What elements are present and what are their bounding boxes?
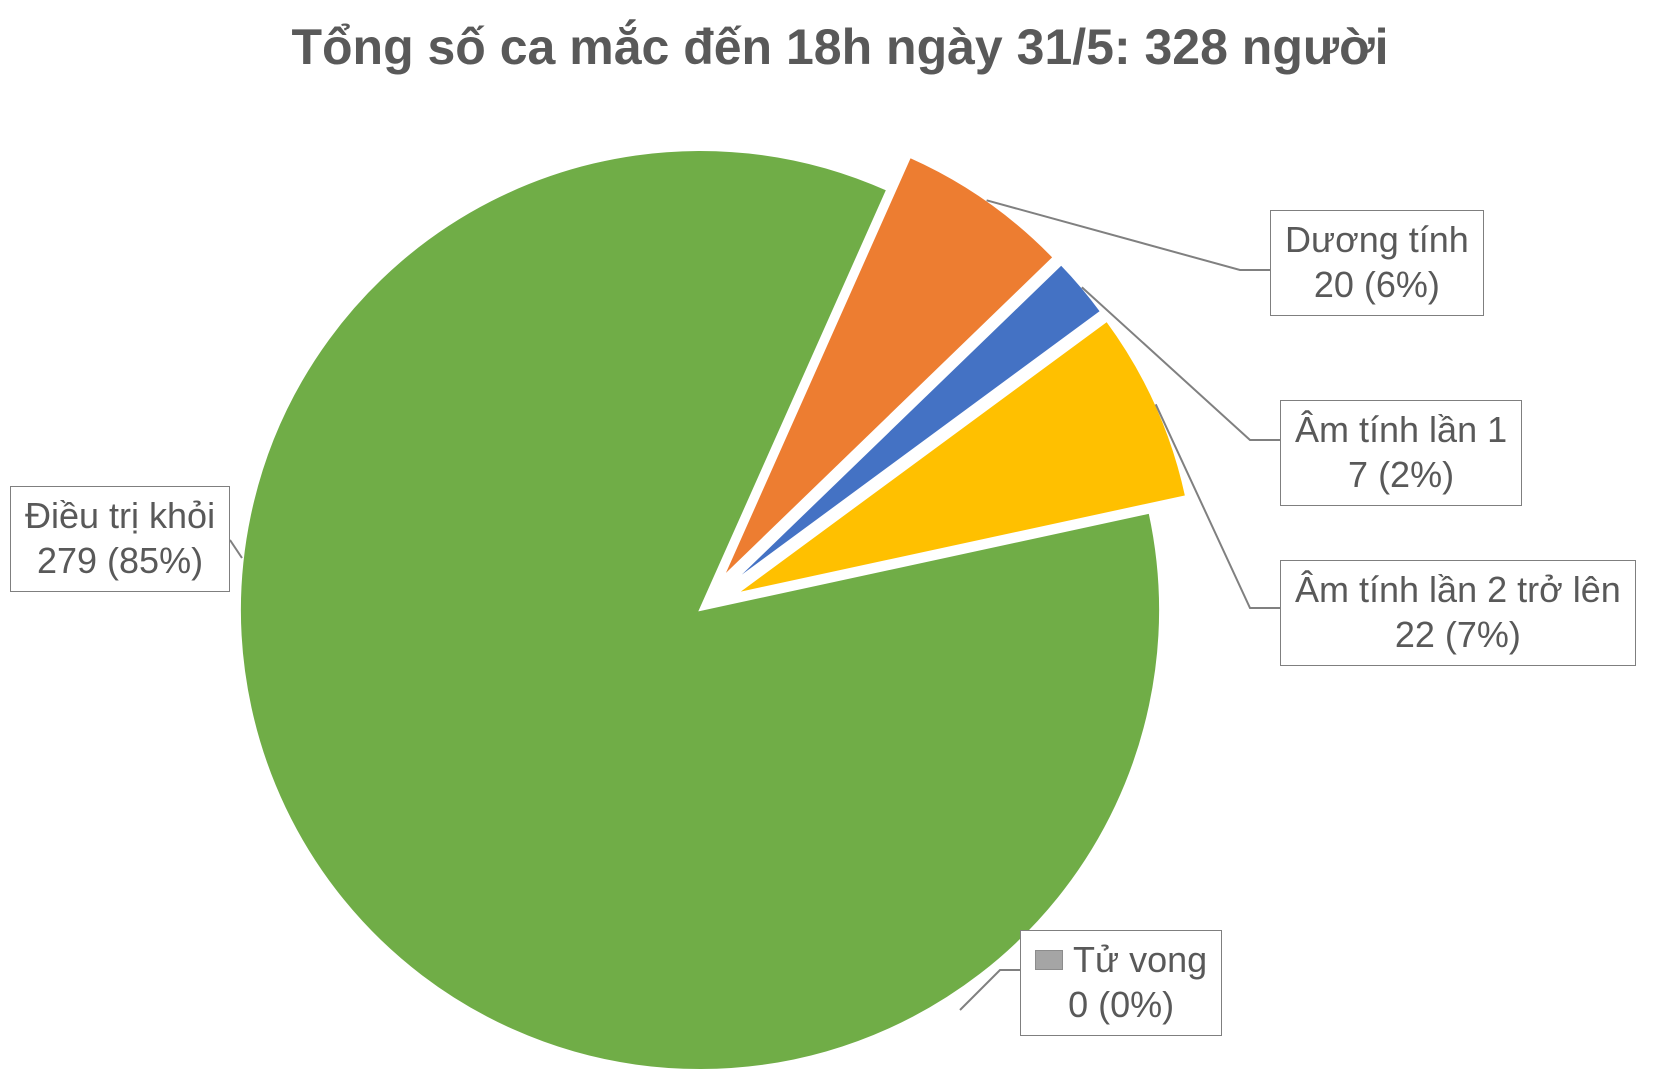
label-tu_vong-name: Tử vong <box>1035 937 1207 982</box>
label-am_tinh_1: Âm tính lần 17 (2%) <box>1280 400 1522 506</box>
label-am_tinh_2-name: Âm tính lần 2 trở lên <box>1295 567 1621 612</box>
label-duong_tinh-value: 20 (6%) <box>1285 262 1469 307</box>
label-duong_tinh: Dương tính20 (6%) <box>1270 210 1484 316</box>
label-dieu_tri_khoi-value: 279 (85%) <box>25 538 215 583</box>
pie-chart <box>0 0 1680 1080</box>
label-dieu_tri_khoi: Điều trị khỏi279 (85%) <box>10 486 230 592</box>
leader-am_tinh_2 <box>1156 404 1280 608</box>
leader-dieu_tri_khoi <box>230 540 242 558</box>
label-duong_tinh-name: Dương tính <box>1285 217 1469 262</box>
swatch-tu_vong <box>1035 950 1063 970</box>
label-am_tinh_1-value: 7 (2%) <box>1295 452 1507 497</box>
label-am_tinh_1-name: Âm tính lần 1 <box>1295 407 1507 452</box>
label-tu_vong: Tử vong0 (0%) <box>1020 930 1222 1036</box>
label-dieu_tri_khoi-name: Điều trị khỏi <box>25 493 215 538</box>
label-am_tinh_2-value: 22 (7%) <box>1295 612 1621 657</box>
label-am_tinh_2: Âm tính lần 2 trở lên22 (7%) <box>1280 560 1636 666</box>
label-tu_vong-value: 0 (0%) <box>1035 982 1207 1027</box>
